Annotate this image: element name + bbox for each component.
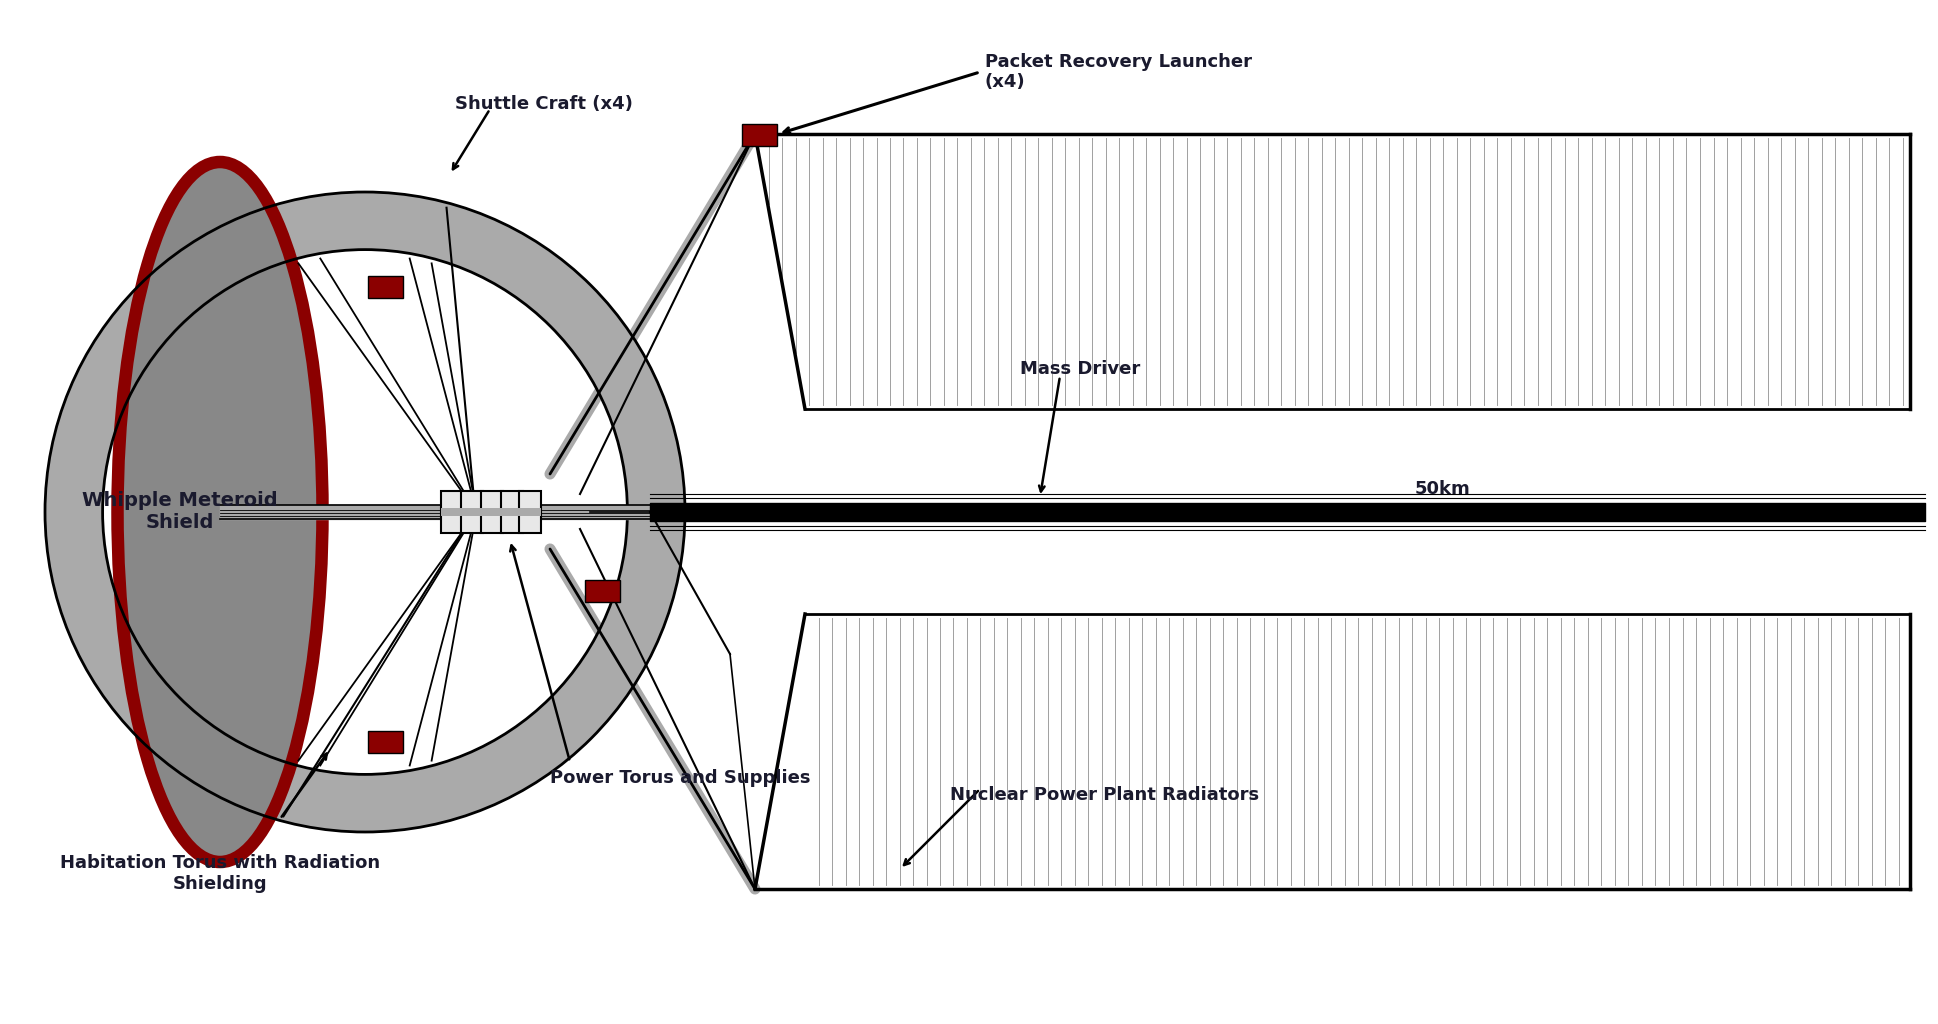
Text: Shuttle Craft (x4): Shuttle Craft (x4) [455,95,634,113]
Bar [442,490,463,534]
Bar [519,508,541,516]
Bar [461,508,483,516]
Text: 50km: 50km [1415,480,1471,498]
Bar [368,731,403,753]
Bar [502,508,523,516]
Bar [481,508,504,516]
Bar [442,508,463,516]
Text: Power Torus and Supplies: Power Torus and Supplies [550,769,810,787]
Text: Packet Recovery Launcher
(x4): Packet Recovery Launcher (x4) [985,52,1252,91]
Bar [502,490,523,534]
Text: Mass Driver: Mass Driver [1019,360,1140,378]
Polygon shape [756,614,1911,889]
Ellipse shape [103,250,628,774]
Text: Nuclear Power Plant Radiators: Nuclear Power Plant Radiators [950,786,1260,804]
Text: Habitation Torus with Radiation
Shielding: Habitation Torus with Radiation Shieldin… [60,854,380,893]
Bar [481,490,504,534]
Bar [461,490,483,534]
Polygon shape [756,134,1911,409]
Ellipse shape [45,193,684,831]
Bar [742,124,777,146]
Ellipse shape [118,162,322,862]
Bar [585,580,620,602]
Text: Whipple Meteroid
Shield: Whipple Meteroid Shield [81,492,277,532]
Bar [519,490,541,534]
Bar [368,276,403,298]
